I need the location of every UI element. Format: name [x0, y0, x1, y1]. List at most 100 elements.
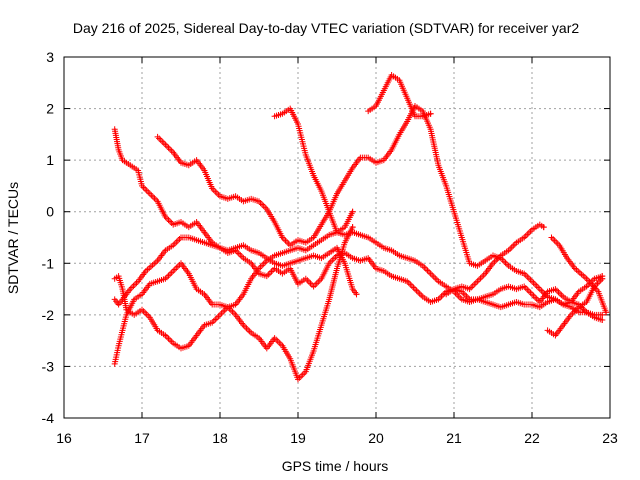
y-tick-label: 1 [46, 152, 54, 168]
data-point [213, 314, 220, 321]
data-point [227, 307, 234, 314]
data-point [471, 281, 478, 288]
data-point [454, 291, 461, 298]
data-point [522, 232, 529, 239]
axis-ticks [63, 56, 611, 419]
data-point [525, 229, 532, 236]
data-point [468, 284, 475, 291]
data-point [167, 271, 174, 278]
data-point [245, 326, 252, 333]
data-point [156, 135, 163, 142]
y-tick-label: 0 [46, 204, 54, 220]
data-point [603, 309, 610, 316]
data-point [538, 287, 545, 294]
data-point [532, 294, 539, 301]
data-point [554, 240, 561, 247]
data-point [430, 273, 437, 280]
series-track-i [548, 234, 610, 316]
data-point [410, 284, 417, 291]
data-point [212, 316, 219, 323]
x-tick-label: 20 [368, 430, 384, 446]
data-point [174, 263, 181, 270]
x-tick-labels: 16 17 18 19 20 21 22 23 [56, 430, 618, 446]
data-point [421, 264, 428, 271]
data-point [260, 260, 267, 267]
data-point [548, 234, 555, 241]
data-point [424, 267, 431, 274]
series-track-e [111, 234, 360, 308]
data-point [168, 220, 175, 227]
data-point [349, 208, 356, 215]
data-point [599, 317, 606, 324]
data-point [522, 285, 529, 292]
x-tick-label: 16 [56, 430, 72, 446]
data-point [168, 147, 175, 154]
data-point [220, 308, 227, 315]
y-tick-label: -3 [42, 358, 55, 374]
x-tick-label: 23 [602, 430, 618, 446]
data-point [407, 281, 414, 288]
data-point [474, 278, 481, 285]
data-points [111, 72, 610, 383]
data-point [557, 290, 564, 297]
x-tick-label: 22 [524, 430, 540, 446]
data-point [217, 311, 223, 318]
data-point [131, 281, 138, 288]
data-point [502, 259, 509, 266]
data-point [429, 272, 436, 279]
data-point [165, 272, 172, 279]
data-point [163, 334, 170, 341]
data-point [246, 328, 253, 335]
data-point [260, 203, 267, 210]
x-tick-label: 21 [446, 430, 462, 446]
y-tick-label: 2 [46, 101, 54, 117]
y-tick-label: -2 [42, 307, 55, 323]
data-point [330, 255, 337, 262]
x-tick-label: 18 [212, 430, 228, 446]
data-point [461, 291, 468, 298]
data-point [524, 231, 531, 238]
data-point [145, 312, 152, 319]
data-point [422, 265, 429, 272]
y-tick-label: -1 [42, 255, 55, 271]
data-point [479, 273, 486, 280]
series-track-d [111, 229, 606, 367]
data-point [145, 189, 152, 196]
data-point [504, 261, 511, 268]
data-point [151, 195, 158, 202]
data-point [527, 289, 534, 296]
data-point [237, 252, 244, 259]
data-point [277, 341, 284, 348]
data-point [530, 279, 537, 286]
data-point [157, 137, 164, 144]
data-point [432, 275, 439, 282]
data-point [265, 271, 272, 278]
series-track-b [154, 102, 606, 308]
data-point [353, 291, 360, 298]
data-point [530, 292, 537, 299]
data-point [171, 266, 178, 273]
series-track-f [271, 105, 356, 236]
data-point [143, 311, 150, 318]
y-tick-label: -4 [42, 410, 55, 426]
data-point [140, 308, 147, 315]
data-point [238, 253, 245, 260]
plot-frame [63, 56, 611, 419]
data-point [533, 282, 540, 289]
data-point [525, 288, 532, 295]
data-point [160, 140, 167, 147]
x-tick-label: 17 [134, 430, 150, 446]
data-point [524, 273, 531, 280]
data-point [315, 278, 322, 285]
data-point [508, 244, 515, 251]
data-point [540, 224, 547, 231]
data-point [231, 310, 238, 317]
y-axis-label: SDTVAR / TECUs [5, 182, 21, 294]
data-point [463, 293, 470, 300]
data-point [413, 287, 420, 294]
data-point [313, 280, 320, 287]
data-point [527, 276, 534, 283]
data-point [599, 311, 606, 318]
data-point [529, 291, 535, 298]
